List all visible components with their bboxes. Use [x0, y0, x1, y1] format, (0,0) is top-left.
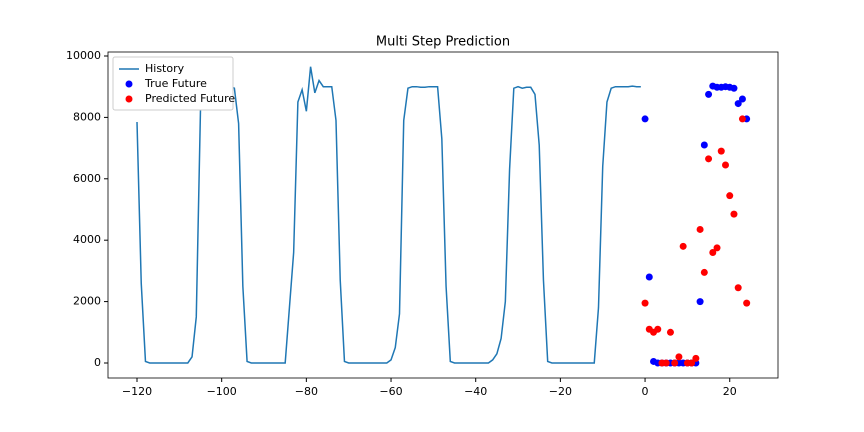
point: [734, 284, 742, 292]
legend-label: History: [145, 62, 185, 75]
point: [722, 161, 730, 169]
chart-title: Multi Step Prediction: [376, 35, 510, 50]
axes-frame: [107, 51, 779, 379]
point: [713, 244, 721, 252]
point: [709, 248, 717, 256]
point: [717, 147, 725, 155]
point: [700, 268, 708, 276]
point: [738, 95, 746, 103]
point: [726, 192, 734, 200]
point: [688, 359, 696, 367]
legend: History True Future Predicted Future: [112, 56, 235, 111]
x-tick-label: −60: [379, 385, 402, 398]
point: [696, 298, 704, 306]
point: [734, 100, 742, 108]
point: [692, 354, 700, 362]
legend-swatch: [125, 80, 133, 88]
y-tick-label: 10000: [66, 49, 101, 62]
point: [679, 242, 687, 250]
point: [675, 353, 683, 361]
point: [700, 141, 708, 149]
y-tick-label: 8000: [73, 110, 101, 123]
y-tick-label: 6000: [73, 172, 101, 185]
point: [662, 359, 670, 367]
point: [645, 273, 653, 281]
y-tick-label: 2000: [73, 295, 101, 308]
point: [705, 155, 713, 163]
x-tick-label: 20: [723, 385, 737, 398]
legend-label: True Future: [144, 77, 207, 90]
point: [641, 299, 649, 307]
point: [730, 84, 738, 92]
point: [730, 210, 738, 218]
point: [641, 115, 649, 123]
x-tick-label: −100: [207, 385, 237, 398]
x-tick-label: −20: [549, 385, 572, 398]
x-tick-label: 0: [642, 385, 649, 398]
point: [738, 115, 746, 123]
legend-label: Predicted Future: [145, 92, 235, 105]
point: [696, 225, 704, 233]
legend-box: [112, 56, 234, 111]
y-tick-label: 4000: [73, 233, 101, 246]
x-tick-label: −40: [464, 385, 487, 398]
y-tick-label: 0: [94, 356, 101, 369]
point: [666, 328, 674, 336]
x-tick-label: −80: [295, 385, 318, 398]
point: [671, 359, 679, 367]
legend-swatch: [125, 95, 133, 103]
point: [743, 299, 751, 307]
point: [705, 90, 713, 98]
point: [654, 325, 662, 333]
x-tick-label: −120: [122, 385, 152, 398]
